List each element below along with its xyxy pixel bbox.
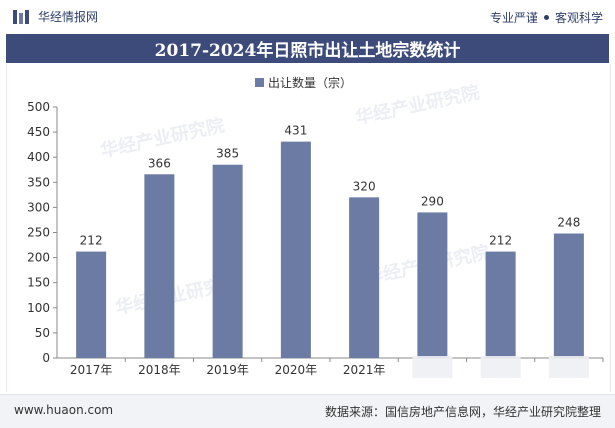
footer-url[interactable]: www.huaon.com — [14, 403, 114, 417]
data-label-6: 212 — [489, 234, 512, 248]
data-label-2: 385 — [216, 147, 239, 161]
y-tick-label-2: 100 — [27, 301, 50, 315]
bar-4 — [349, 197, 380, 358]
chart-frame: 华经产业研究院华经产业研究院华经产业研究院华经产业研究院出让数量（宗）05010… — [6, 64, 611, 392]
blur-patch-7 — [548, 356, 589, 378]
y-tick-label-6: 300 — [27, 200, 50, 214]
y-tick-label-4: 200 — [27, 251, 50, 265]
data-label-4: 320 — [353, 179, 376, 193]
y-tick-label-7: 350 — [27, 175, 50, 189]
legend-label: 出让数量（宗） — [268, 75, 352, 90]
bar-0 — [76, 251, 107, 358]
legend-swatch — [255, 78, 264, 87]
brand-name: 华经情报网 — [38, 10, 99, 24]
data-label-0: 212 — [80, 234, 103, 248]
x-tick-label-3: 2020年 — [275, 363, 318, 377]
bar-3 — [280, 141, 311, 358]
x-tick-label-2: 2019年 — [206, 363, 249, 377]
watermark-1: 华经产业研究院 — [353, 81, 481, 129]
blur-patch-6 — [480, 356, 521, 378]
x-tick-label-1: 2018年 — [138, 363, 181, 377]
top-bar: 华经情报网 专业严谨 客观科学 — [0, 0, 615, 34]
title-bar: 2017-2024年日照市出让土地宗数统计 — [6, 34, 609, 63]
y-tick-label-3: 150 — [27, 276, 50, 290]
bar-chart: 华经产业研究院华经产业研究院华经产业研究院华经产业研究院出让数量（宗）05010… — [27, 75, 604, 378]
bar-2 — [212, 164, 243, 358]
y-tick-label-0: 0 — [42, 351, 50, 365]
y-tick-label-9: 450 — [27, 125, 50, 139]
bar-7 — [553, 233, 584, 358]
dot-icon — [543, 15, 549, 20]
x-tick-label-4: 2021年 — [343, 363, 386, 377]
hj-logo-icon — [13, 9, 29, 24]
brand[interactable]: 华经情报网 — [12, 8, 98, 25]
y-tick-label-10: 500 — [27, 100, 50, 114]
motto: 专业严谨 客观科学 — [490, 9, 603, 26]
footer: www.huaon.com 数据来源：国信房地产信息网，华经产业研究院整理 — [0, 394, 615, 428]
data-label-3: 431 — [284, 124, 307, 138]
data-label-1: 366 — [148, 156, 171, 170]
y-tick-label-5: 250 — [27, 226, 50, 240]
y-tick-label-1: 50 — [35, 326, 50, 340]
data-label-5: 290 — [421, 194, 444, 208]
bar-5 — [417, 212, 448, 358]
blur-patch-5 — [412, 356, 453, 378]
data-label-7: 248 — [557, 216, 580, 230]
footer-source: 数据来源：国信房地产信息网，华经产业研究院整理 — [324, 405, 601, 419]
bar-1 — [144, 174, 175, 358]
y-tick-label-8: 400 — [27, 150, 50, 164]
x-tick-label-0: 2017年 — [70, 363, 113, 377]
motto-left: 专业严谨 — [489, 11, 538, 25]
watermark-0: 华经产业研究院 — [98, 114, 226, 162]
chart-title: 2017-2024年日照市出让土地宗数统计 — [154, 41, 461, 61]
bar-6 — [485, 251, 516, 358]
motto-right: 客观科学 — [554, 11, 603, 25]
